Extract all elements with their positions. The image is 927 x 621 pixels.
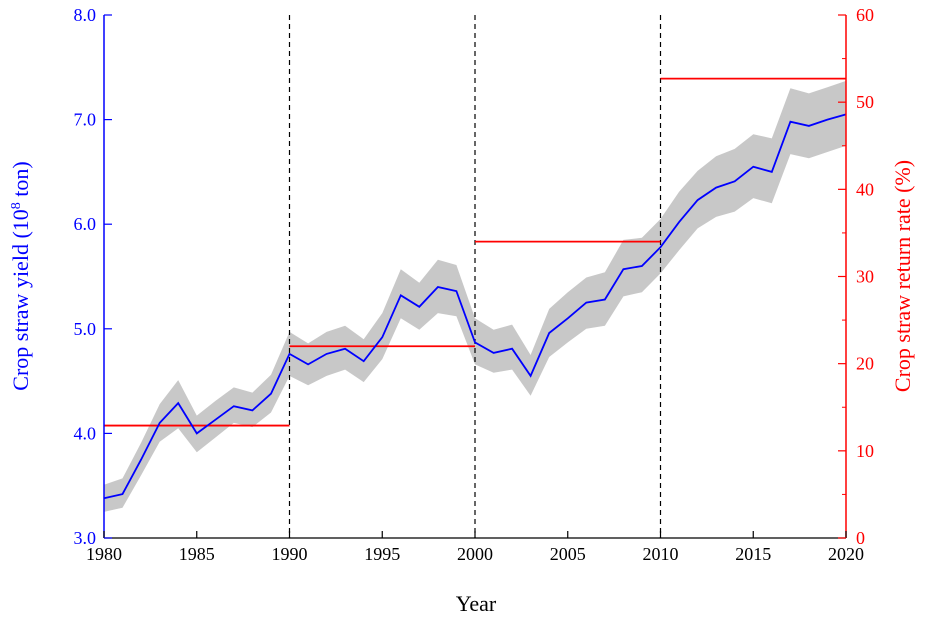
right-tick-label-50: 50 <box>856 92 874 112</box>
tick-label-layer: 1980 1985 1990 1995 2000 2005 2010 2015 20203.04… <box>74 5 875 564</box>
x-tick-label-1995: 1995 <box>364 544 400 564</box>
right-tick-label-0: 0 <box>856 528 865 548</box>
x-axis-title: Year <box>456 591 497 616</box>
x-tick-label-2010: 2010 <box>643 544 679 564</box>
left-y-axis-title-main: Crop straw yield (10 <box>8 209 33 390</box>
series-layer <box>103 77 847 500</box>
right-y-axis-title: Crop straw return rate (%) <box>890 160 915 392</box>
x-tick-label-1980: 1980 <box>86 544 122 564</box>
right-tick-label-20: 20 <box>856 354 874 374</box>
left-tick-label-6.0: 6.0 <box>74 214 97 234</box>
x-tick-label-1990: 1990 <box>272 544 308 564</box>
left-tick-label-8.0: 8.0 <box>74 5 97 25</box>
right-tick-label-10: 10 <box>856 441 874 461</box>
left-tick-label-7.0: 7.0 <box>74 110 97 130</box>
x-tick-label-2015: 2015 <box>735 544 771 564</box>
left-y-axis-title-superscript: 8 <box>9 202 24 209</box>
straw-yield-line <box>103 113 847 500</box>
right-tick-label-60: 60 <box>856 5 874 25</box>
x-tick-label-2020: 2020 <box>828 544 864 564</box>
x-tick-label-2005: 2005 <box>550 544 586 564</box>
x-tick-label-2000: 2000 <box>457 544 493 564</box>
left-tick-label-4.0: 4.0 <box>74 423 97 443</box>
right-tick-label-30: 30 <box>856 267 874 287</box>
left-y-axis-title: Crop straw yield (108 ton) <box>8 161 33 390</box>
year-divider-layer <box>288 15 662 538</box>
left-y-axis-title-unit: ton) <box>8 161 33 202</box>
x-tick-label-1985: 1985 <box>179 544 215 564</box>
left-tick-label-3.0: 3.0 <box>74 528 97 548</box>
right-tick-label-40: 40 <box>856 179 874 199</box>
left-tick-label-5.0: 5.0 <box>74 319 97 339</box>
